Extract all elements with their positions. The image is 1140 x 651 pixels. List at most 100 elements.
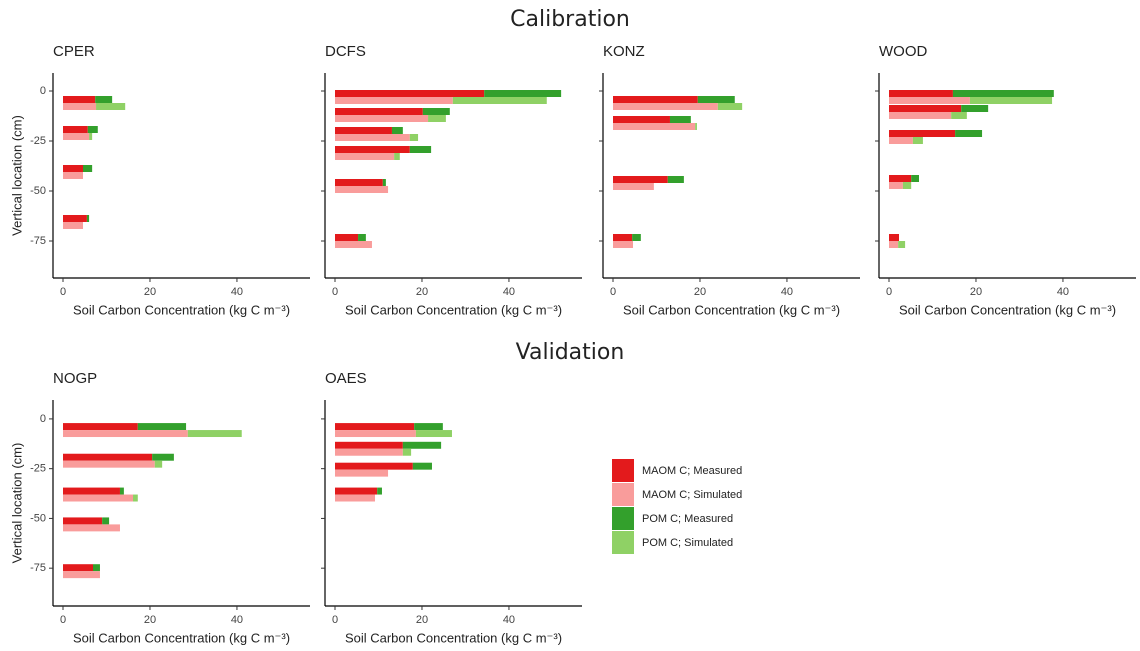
bar-segment — [335, 469, 389, 477]
bar-segment — [86, 215, 90, 222]
bar-segment — [613, 96, 698, 103]
bar-segment — [889, 241, 899, 248]
bar-segment — [912, 137, 923, 144]
bar-segment — [717, 103, 743, 110]
y-tick-label: 0 — [40, 413, 46, 425]
legend-swatch — [612, 531, 634, 554]
y-axis-label: Vertical location (cm) — [9, 115, 24, 236]
bar-segment — [889, 175, 912, 182]
bar-segment — [63, 165, 84, 172]
bar-segment — [402, 441, 442, 449]
bar-segment — [951, 112, 967, 119]
bar-segment — [63, 453, 153, 461]
bar-segment — [63, 517, 103, 525]
bar-segment — [409, 146, 432, 153]
bar-segment — [335, 494, 376, 502]
x-tick-label: 40 — [231, 614, 243, 626]
x-tick-label: 20 — [144, 614, 156, 626]
x-tick-label: 40 — [781, 286, 793, 298]
y-tick-label: -25 — [30, 135, 46, 147]
panel-title: CPER — [53, 43, 95, 60]
bar-segment — [414, 423, 443, 431]
bar-segment — [63, 172, 84, 179]
legend-label: POM C; Simulated — [642, 537, 733, 549]
bar-segment — [154, 460, 163, 468]
bar-segment — [409, 134, 419, 141]
bar-segment — [969, 97, 1053, 104]
bar-segment — [63, 96, 96, 103]
section-title: Calibration — [510, 7, 630, 32]
y-tick-label: -75 — [30, 562, 46, 574]
bar-segment — [63, 215, 87, 222]
bar-segment — [613, 234, 633, 241]
x-tick-label: 40 — [503, 286, 515, 298]
legend-swatch — [612, 507, 634, 530]
bar-segment — [955, 130, 983, 137]
bar-segment — [484, 90, 562, 97]
bar-segment — [358, 234, 366, 241]
x-axis-label: Soil Carbon Concentration (kg C m⁻³) — [73, 302, 290, 317]
panel-title: OAES — [325, 370, 367, 387]
x-axis-label: Soil Carbon Concentration (kg C m⁻³) — [345, 302, 562, 317]
bar-segment — [613, 183, 654, 190]
bar-segment — [63, 487, 120, 495]
bar-segment — [119, 487, 124, 495]
x-tick-label: 0 — [60, 286, 66, 298]
bar-segment — [697, 96, 735, 103]
legend-swatch — [612, 459, 634, 482]
bar-segment — [63, 494, 134, 502]
bar-segment — [382, 179, 386, 186]
legend-swatch — [612, 483, 634, 506]
bar-segment — [137, 423, 187, 431]
y-tick-label: -50 — [30, 512, 46, 524]
bar-segment — [452, 97, 547, 104]
bar-segment — [889, 130, 956, 137]
bar-segment — [889, 105, 962, 112]
y-tick-label: -75 — [30, 235, 46, 247]
bar-segment — [889, 182, 903, 189]
panel-title: NOGP — [53, 370, 97, 387]
x-tick-label: 40 — [1057, 286, 1069, 298]
bar-segment — [335, 241, 372, 248]
bar-segment — [335, 441, 403, 449]
x-tick-label: 0 — [332, 614, 338, 626]
bar-segment — [63, 423, 138, 431]
bar-segment — [63, 524, 120, 532]
bar-segment — [415, 430, 452, 438]
y-tick-label: -50 — [30, 185, 46, 197]
legend-label: MAOM C; Measured — [642, 465, 742, 477]
bar-segment — [63, 430, 188, 438]
bar-segment — [335, 448, 403, 456]
bar-segment — [335, 115, 429, 122]
bar-segment — [152, 453, 174, 461]
bar-segment — [613, 123, 696, 130]
bar-segment — [63, 460, 155, 468]
bar-segment — [87, 126, 98, 133]
bar-segment — [613, 241, 634, 248]
bar-segment — [335, 423, 415, 431]
x-tick-label: 0 — [60, 614, 66, 626]
bar-segment — [335, 146, 410, 153]
bar-segment — [63, 222, 84, 229]
bar-segment — [669, 116, 691, 123]
panel-title: KONZ — [603, 43, 645, 60]
y-tick-label: 0 — [40, 85, 46, 97]
bar-segment — [911, 175, 920, 182]
bar-segment — [335, 430, 416, 438]
bar-segment — [335, 134, 410, 141]
bar-segment — [952, 90, 1054, 97]
x-tick-label: 40 — [231, 286, 243, 298]
bar-segment — [961, 105, 989, 112]
bar-segment — [902, 182, 912, 189]
bar-segment — [402, 448, 412, 456]
y-tick-label: -25 — [30, 463, 46, 475]
panel-title: WOOD — [879, 43, 927, 60]
x-tick-label: 20 — [416, 614, 428, 626]
bar-segment — [412, 462, 432, 470]
x-tick-label: 20 — [144, 286, 156, 298]
legend-label: MAOM C; Simulated — [642, 489, 742, 501]
x-axis-label: Soil Carbon Concentration (kg C m⁻³) — [623, 302, 840, 317]
bar-segment — [335, 234, 359, 241]
bar-segment — [335, 127, 392, 134]
